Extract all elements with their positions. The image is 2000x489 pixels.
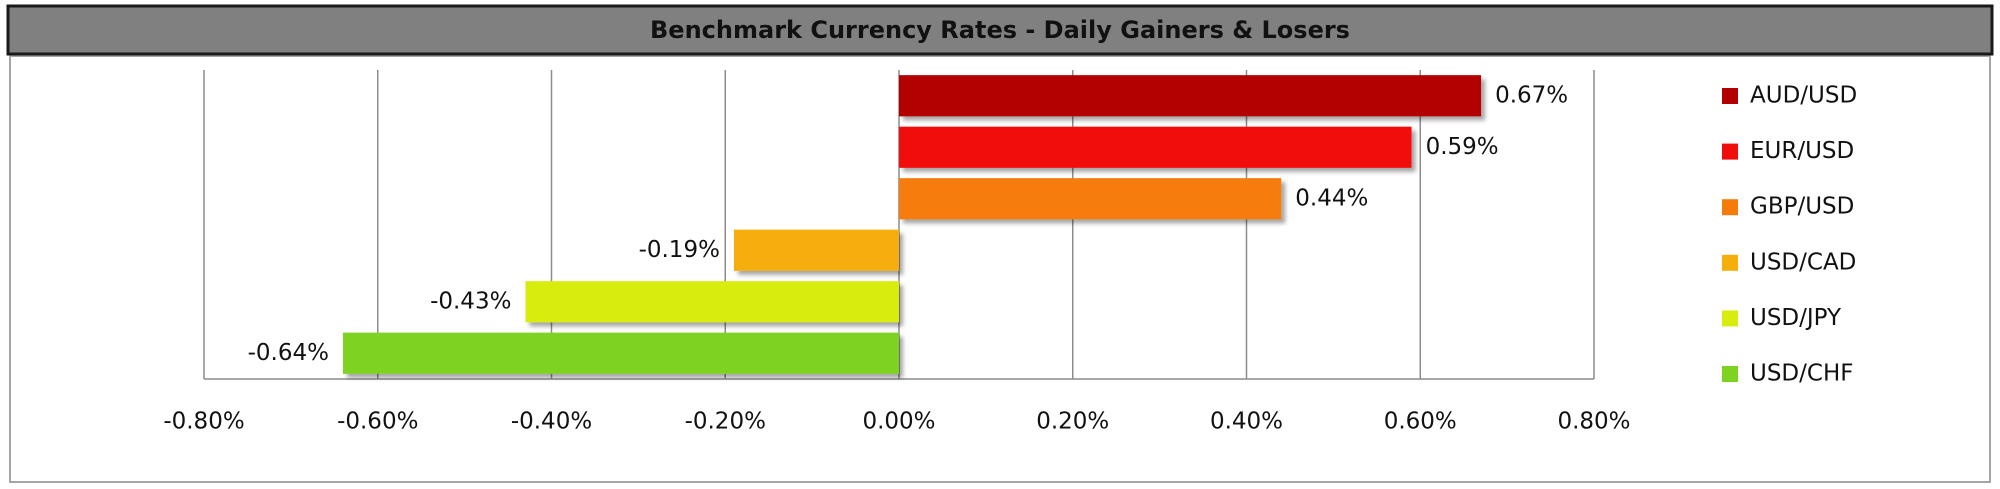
data-label: -0.19% bbox=[639, 237, 720, 263]
x-tick-label: -0.80% bbox=[163, 409, 244, 435]
legend-swatch bbox=[1722, 310, 1738, 327]
x-tick-label: -0.20% bbox=[685, 409, 766, 435]
title-bar bbox=[6, 4, 1994, 56]
legend-swatch bbox=[1722, 143, 1738, 160]
x-tick-label: 0.60% bbox=[1384, 409, 1457, 435]
data-label: -0.43% bbox=[430, 288, 511, 314]
legend-label: USD/CHF bbox=[1750, 361, 1853, 387]
data-label: 0.44% bbox=[1295, 185, 1368, 211]
bar bbox=[899, 178, 1282, 220]
bar bbox=[899, 75, 1482, 117]
legend-label: USD/JPY bbox=[1750, 305, 1842, 331]
x-tick-label: 0.20% bbox=[1036, 409, 1109, 435]
bar bbox=[899, 126, 1412, 168]
legend-label: AUD/USD bbox=[1750, 83, 1857, 109]
bar bbox=[525, 281, 899, 323]
x-tick-label: 0.00% bbox=[862, 409, 935, 435]
legend-swatch bbox=[1722, 88, 1738, 104]
chart-title: Benchmark Currency Rates - Daily Gainers… bbox=[650, 16, 1350, 44]
chart-frame bbox=[9, 55, 1991, 483]
legend-swatch bbox=[1722, 254, 1738, 271]
data-label: -0.64% bbox=[248, 340, 329, 366]
bar bbox=[343, 332, 899, 374]
data-label: 0.67% bbox=[1495, 82, 1568, 108]
data-label: 0.59% bbox=[1426, 134, 1499, 160]
legend-swatch bbox=[1722, 199, 1738, 216]
legend-swatch bbox=[1722, 366, 1738, 382]
legend-label: EUR/USD bbox=[1750, 138, 1854, 164]
legend-label: USD/CAD bbox=[1750, 249, 1856, 275]
x-tick-label: 0.80% bbox=[1557, 409, 1630, 435]
x-tick-label: -0.60% bbox=[337, 409, 418, 435]
bar bbox=[733, 229, 899, 271]
legend-label: GBP/USD bbox=[1750, 194, 1854, 220]
x-tick-label: -0.40% bbox=[511, 409, 592, 435]
x-tick-label: 0.40% bbox=[1210, 409, 1283, 435]
